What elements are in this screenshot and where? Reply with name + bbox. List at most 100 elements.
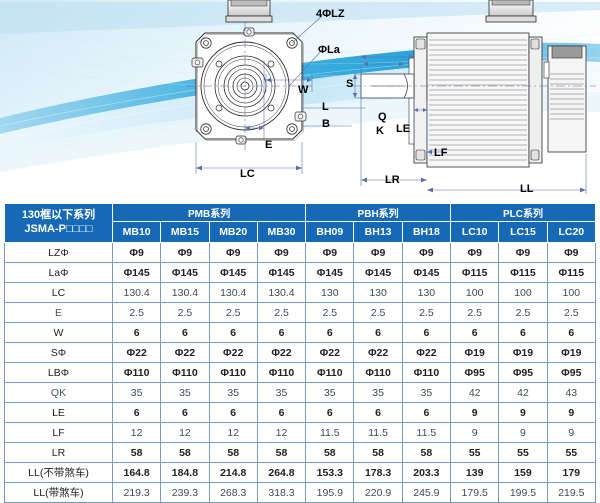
cell: 203.3 [401, 462, 452, 483]
cell: Φ9 [546, 242, 597, 263]
col-header-lc15: LC15 [498, 220, 548, 244]
cell: 264.8 [256, 462, 307, 483]
cell: 6 [305, 402, 355, 423]
cell: Φ110 [256, 362, 307, 383]
cell: 6 [546, 322, 597, 343]
cell: 2.5 [401, 302, 452, 323]
group-header-pmb: PMB系列 [111, 203, 307, 222]
row-label-e: E [4, 302, 113, 323]
col-header-mb10: MB10 [111, 220, 162, 244]
table-corner-header: 130框以下系列 JSMA-P□□□□ [4, 203, 113, 243]
cell: 130 [401, 282, 452, 303]
cell: 268.3 [208, 482, 258, 503]
label-4-phi-lz: 4ΦLZ [316, 8, 345, 20]
cell: 9 [546, 422, 597, 443]
cell: 239.3 [160, 482, 210, 503]
side-view [330, 0, 596, 194]
cell: Φ22 [111, 342, 162, 363]
label-e: E [265, 139, 273, 151]
row-label-lb: LBΦ [4, 362, 113, 383]
cell: 219.5 [546, 482, 597, 503]
cell: 58 [401, 442, 452, 463]
cell: Φ9 [111, 242, 162, 263]
cell: 6 [208, 322, 258, 343]
table-group-header-row: 130框以下系列 JSMA-P□□□□ PMB系列 PBH系列 PLC系列 [4, 203, 596, 243]
cell: Φ22 [208, 342, 258, 363]
cell: 2.5 [160, 302, 210, 323]
cell: Φ110 [160, 362, 210, 383]
cell: 159 [498, 462, 548, 483]
cell: Φ145 [208, 262, 258, 283]
cell: 178.3 [353, 462, 403, 483]
cell: 43 [546, 382, 597, 403]
cell: 58 [111, 442, 162, 463]
cell: 6 [111, 322, 162, 343]
cell: Φ9 [208, 242, 258, 263]
cell: 6 [401, 322, 452, 343]
table-row: W 6 6 6 6 6 6 6 6 6 6 [4, 322, 597, 343]
cell: 6 [401, 402, 452, 423]
cell: 214.8 [208, 462, 258, 483]
label-phi-la: ΦLa [318, 44, 340, 56]
label-ll: LL [520, 183, 534, 195]
cell: 2.5 [208, 302, 258, 323]
cell: Φ145 [160, 262, 210, 283]
cell: Φ145 [401, 262, 452, 283]
cell: 35 [305, 382, 355, 403]
cell: 6 [208, 402, 258, 423]
row-label-lc: LC [4, 282, 113, 303]
table-row: LaΦ Φ145 Φ145 Φ145 Φ145 Φ145 Φ145 Φ145 Φ… [4, 262, 597, 283]
row-label-w: W [4, 322, 113, 343]
col-header-bh18: BH18 [401, 220, 452, 244]
cell: 130.4 [111, 282, 162, 303]
cell: Φ115 [546, 262, 597, 283]
cell: 130 [353, 282, 403, 303]
cell: 42 [498, 382, 548, 403]
cell: 9 [450, 422, 500, 443]
cell: 2.5 [498, 302, 548, 323]
col-header-mb30: MB30 [256, 220, 307, 244]
label-l: L [322, 101, 329, 113]
col-header-mb15: MB15 [160, 220, 210, 244]
cell: Φ110 [353, 362, 403, 383]
drawing-canvas [0, 0, 600, 199]
cell: Φ9 [160, 242, 210, 263]
cell: Φ145 [111, 262, 162, 283]
cell: Φ9 [353, 242, 403, 263]
table-row: E 2.5 2.5 2.5 2.5 2.5 2.5 2.5 2.5 2.5 2.… [4, 302, 597, 323]
cell: 130.4 [160, 282, 210, 303]
col-header-bh13: BH13 [353, 220, 403, 244]
col-header-bh09: BH09 [305, 220, 355, 244]
cell: 58 [256, 442, 307, 463]
cell: Φ19 [498, 342, 548, 363]
cell: 12 [160, 422, 210, 443]
row-label-ll-no-brake: LL(不带煞车) [4, 462, 113, 483]
group-header-plc: PLC系列 [450, 203, 596, 222]
cell: 58 [208, 442, 258, 463]
cell: 179 [546, 462, 597, 483]
cell: Φ19 [450, 342, 500, 363]
row-label-ll-with-brake: LL(带煞车) [4, 482, 113, 503]
label-k: K [376, 125, 384, 137]
cell: 12 [111, 422, 162, 443]
cell: 179.5 [450, 482, 500, 503]
cell: 6 [111, 402, 162, 423]
cell: 2.5 [305, 302, 355, 323]
cell: 130 [305, 282, 355, 303]
row-label-la: LaΦ [4, 262, 113, 283]
cell: Φ110 [401, 362, 452, 383]
row-label-lz: LZΦ [4, 242, 113, 263]
cell: Φ95 [450, 362, 500, 383]
cell: Φ95 [498, 362, 548, 383]
label-lc: LC [240, 168, 255, 180]
cell: 6 [256, 402, 307, 423]
corner-line-1: 130框以下系列 [21, 209, 96, 222]
cell: Φ115 [450, 262, 500, 283]
cell: 35 [111, 382, 162, 403]
label-w: W [298, 84, 309, 96]
table-row: LL(不带煞车) 164.8 184.8 214.8 264.8 153.3 1… [4, 462, 597, 483]
label-lf: LF [434, 147, 448, 159]
row-label-s: SΦ [4, 342, 113, 363]
cell: 130.4 [256, 282, 307, 303]
cell: 2.5 [546, 302, 597, 323]
